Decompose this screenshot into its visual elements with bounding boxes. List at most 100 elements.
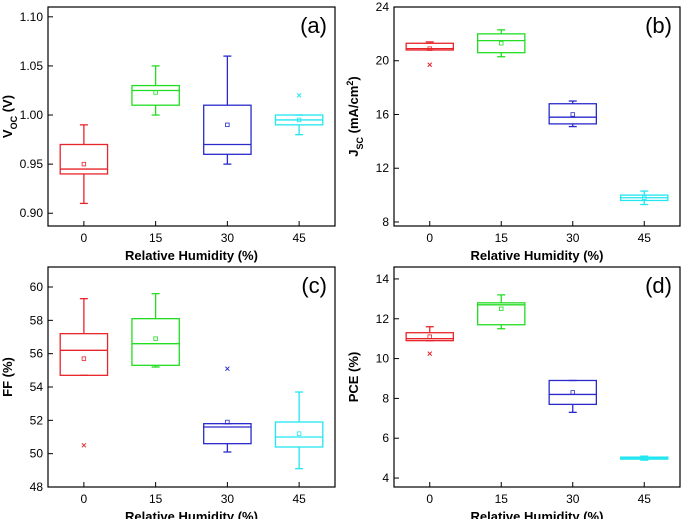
x-tick-label: 0	[81, 231, 88, 245]
panel-label: (d)	[645, 273, 672, 298]
x-tick-label: 30	[221, 492, 235, 506]
y-axis-label-part: 2	[345, 81, 355, 86]
box	[405, 42, 454, 51]
x-tick-label: 15	[149, 492, 163, 506]
y-axis-label-part: (mA/cm	[346, 86, 361, 137]
mean-marker	[642, 455, 647, 461]
x-axis-label: Relative Humidity (%)	[471, 509, 604, 519]
y-tick-label: 58	[30, 313, 44, 327]
y-tick-label: 60	[30, 280, 44, 294]
x-tick-label: 30	[566, 231, 580, 245]
x-tick-label: 0	[426, 492, 433, 506]
mean-marker	[642, 195, 647, 200]
mean-marker	[427, 334, 432, 339]
y-tick-label: 14	[376, 272, 390, 286]
box	[405, 332, 454, 342]
y-axis-label: VOC (V)	[0, 95, 19, 138]
plot-frame	[393, 266, 681, 488]
y-axis-label-part: SC	[355, 136, 365, 149]
box	[131, 84, 180, 106]
y-axis-label: PCE (%)	[346, 352, 361, 403]
mean-marker	[153, 336, 158, 341]
y-axis-label: FF (%)	[0, 357, 15, 397]
panel: (a) Relative Humidity (%) VOC (V) 0.90 0.95 1…	[0, 6, 336, 263]
box	[477, 302, 526, 326]
y-tick-label: 24	[376, 0, 390, 14]
x-axis-label: Relative Humidity (%)	[125, 248, 258, 263]
y-axis-label-part: (V)	[0, 95, 15, 116]
x-tick-label: 45	[638, 231, 652, 245]
x-tick-label: 45	[292, 492, 306, 506]
mean-marker	[225, 122, 230, 128]
y-axis-label-part: FF (%)	[0, 357, 15, 397]
plot-frame	[47, 6, 336, 227]
y-tick-label: 1.05	[20, 59, 44, 73]
plot-frame	[393, 6, 681, 227]
box	[477, 33, 526, 54]
mean-marker	[225, 419, 230, 425]
mean-marker	[499, 306, 504, 312]
outlier-marker	[225, 366, 230, 372]
box	[59, 143, 109, 175]
x-tick-label: 45	[638, 492, 652, 506]
x-tick-label: 15	[149, 231, 163, 245]
panel-label: (c)	[301, 273, 327, 298]
y-tick-label: 6	[382, 431, 389, 445]
y-tick-label: 54	[30, 380, 44, 394]
panel: (b) Relative Humidity (%) JSC (mA/cm2) 8 12 1…	[345, 0, 681, 263]
y-axis-label-part: V	[0, 129, 15, 138]
mean-marker	[570, 112, 575, 117]
mean-marker	[427, 46, 432, 51]
y-tick-label: 8	[382, 391, 389, 405]
y-tick-label: 10	[376, 352, 390, 366]
x-tick-label: 0	[81, 492, 88, 506]
box	[131, 318, 180, 366]
mean-marker	[499, 41, 504, 46]
y-tick-label: 56	[30, 347, 44, 361]
y-tick-label: 16	[376, 107, 390, 121]
y-tick-label: 52	[30, 413, 44, 427]
x-tick-label: 15	[495, 492, 509, 506]
x-tick-label: 30	[566, 492, 580, 506]
mean-marker	[570, 390, 575, 395]
mean-marker	[296, 431, 302, 436]
y-tick-label: 8	[382, 215, 389, 229]
x-axis-label: Relative Humidity (%)	[471, 248, 604, 263]
box	[274, 421, 324, 448]
y-axis-label-part: OC	[9, 115, 19, 129]
y-tick-label: 20	[376, 54, 390, 68]
outlier-marker	[427, 62, 433, 68]
box	[548, 103, 597, 125]
y-tick-label: 0.90	[20, 206, 44, 220]
mean-marker	[81, 356, 87, 361]
y-axis-label-part: PCE (%)	[346, 352, 361, 403]
y-tick-label: 12	[376, 312, 390, 326]
box	[59, 333, 109, 376]
mean-marker	[296, 117, 302, 123]
y-tick-label: 0.95	[20, 157, 44, 171]
mean-marker	[153, 90, 158, 95]
y-tick-label: 12	[376, 161, 390, 175]
panel-label: (b)	[645, 13, 672, 38]
y-tick-label: 48	[30, 480, 44, 494]
y-tick-label: 4	[382, 471, 389, 485]
x-tick-label: 15	[495, 231, 509, 245]
mean-marker	[81, 161, 87, 167]
y-tick-label: 50	[30, 447, 44, 461]
outlier-marker	[427, 351, 433, 356]
outlier-marker	[81, 442, 87, 448]
x-tick-label: 30	[221, 231, 235, 245]
y-axis-label: JSC (mA/cm2)	[345, 76, 365, 156]
outlier-marker	[296, 93, 302, 98]
panel-label: (a)	[300, 13, 327, 38]
plot-frame	[47, 266, 336, 488]
panel: (c) Relative Humidity (%) FF (%) 48 50 52 54 56…	[0, 266, 336, 519]
y-tick-label: 1.00	[20, 108, 44, 122]
y-axis-label-part: J	[346, 149, 361, 156]
y-axis-label-part: )	[346, 76, 361, 80]
x-tick-label: 45	[292, 231, 306, 245]
x-axis-label: Relative Humidity (%)	[125, 509, 258, 519]
box	[203, 104, 252, 155]
panel: (d) Relative Humidity (%) PCE (%) 4 6 8 10 12 14…	[346, 266, 681, 519]
